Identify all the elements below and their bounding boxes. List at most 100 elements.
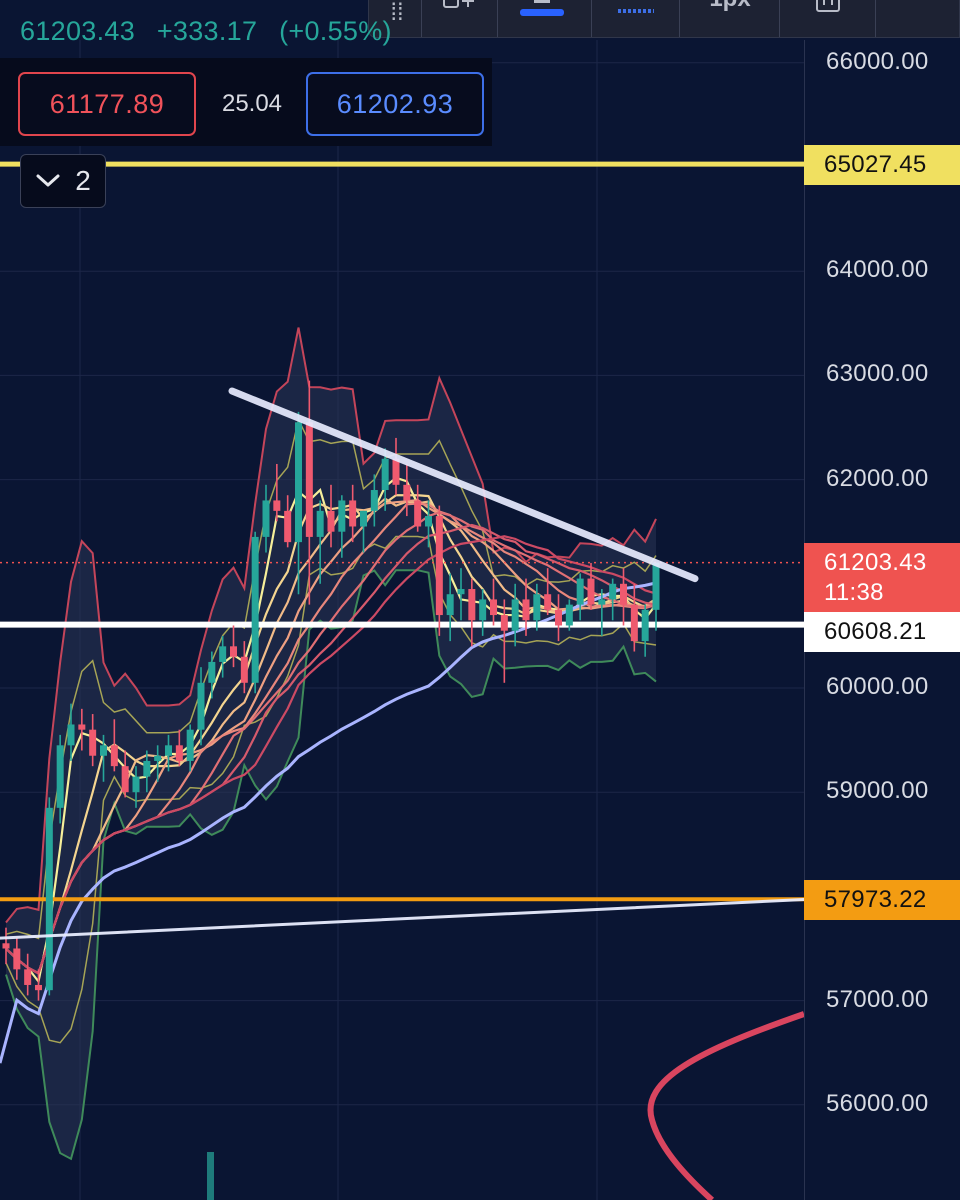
candle-body — [78, 724, 86, 730]
candle-body — [403, 484, 411, 501]
candle-body — [2, 943, 10, 949]
profile-curve — [647, 1011, 805, 1200]
candle-body — [479, 599, 487, 621]
candle-body — [500, 615, 508, 631]
candle-body — [652, 562, 660, 610]
candle-body — [544, 594, 552, 610]
indicator-count: 2 — [75, 165, 91, 196]
yellow-level-tag: 65027.45 — [804, 145, 960, 185]
price-change: +333.17 — [156, 16, 258, 46]
settings-icon[interactable] — [779, 0, 876, 37]
add-drawing-icon[interactable] — [421, 0, 498, 37]
candle-body — [360, 510, 367, 527]
candle-body — [35, 984, 42, 991]
candlestick-series — [2, 380, 660, 1200]
price-tick-label: 66000.00 — [826, 47, 929, 75]
candle-body — [197, 682, 205, 730]
candle-body — [251, 536, 259, 683]
candle-body — [273, 500, 281, 511]
candle-body — [110, 745, 118, 767]
candle-body — [100, 745, 107, 756]
ribbon-ma-line — [5, 535, 657, 975]
price-change-percent: (+0.55%) — [279, 16, 392, 46]
candle-body — [609, 583, 617, 600]
candle-body — [414, 500, 422, 527]
price-tick-label: 60000.00 — [826, 673, 929, 700]
band-inner-lower — [5, 535, 657, 1044]
candle-body — [425, 516, 432, 527]
drag-handle-icon[interactable]: ⁞⁞ — [390, 0, 404, 26]
band-upper-line — [5, 327, 657, 924]
candle-body — [620, 583, 627, 605]
candle-body — [349, 500, 357, 527]
price-tick-label: 63000.00 — [826, 360, 929, 388]
drawing-toolbar: ⁞⁞ 1px — [368, 0, 960, 38]
candle-body — [208, 661, 216, 683]
candle-body — [284, 510, 292, 543]
candle-body — [381, 458, 389, 491]
volume-bar — [207, 1152, 214, 1200]
ascending-trendline — [0, 898, 806, 940]
line-width-button[interactable]: 1px — [679, 0, 780, 37]
price-tick-label: 57000.00 — [826, 985, 929, 1013]
horizontal-levels[interactable] — [0, 161, 804, 902]
current-price-value: 61203.43 — [824, 549, 927, 576]
symbol-quote-header: 61203.43 +333.17 (+0.55%) — [20, 16, 406, 47]
candle-body — [121, 766, 129, 793]
line-style-button[interactable] — [591, 0, 680, 37]
candle-body — [598, 599, 606, 605]
candle-body — [468, 589, 476, 621]
chevron-down-icon — [36, 174, 60, 187]
candle-body — [132, 776, 140, 793]
candle-body — [295, 422, 302, 543]
sell-button[interactable]: 61177.89 — [18, 72, 196, 136]
candle-body — [392, 458, 400, 485]
current-price-tag: 61203.43 11:38 — [804, 543, 960, 613]
orange-level-tag: 57973.22 — [804, 880, 960, 920]
price-tick-label: 62000.00 — [826, 464, 929, 492]
candle-body — [338, 500, 346, 532]
drawings-layer[interactable] — [0, 387, 806, 1200]
candle-body — [511, 599, 519, 631]
candle-body — [143, 760, 151, 777]
descending-trendline — [228, 387, 699, 583]
chart-grid — [0, 40, 804, 1200]
bar-countdown: 11:38 — [824, 579, 884, 606]
long-ma-line — [0, 581, 657, 1064]
indicators-toggle-button[interactable]: 2 — [20, 154, 106, 208]
candle-body — [370, 490, 378, 511]
candle-body — [522, 599, 530, 621]
candle-body — [587, 578, 595, 605]
buy-button[interactable]: 61202.93 — [306, 72, 484, 136]
candle-body — [327, 510, 335, 532]
candle-body — [165, 745, 172, 756]
line-color-button[interactable] — [497, 0, 586, 37]
more-icon[interactable] — [875, 0, 960, 37]
candle-body — [641, 609, 649, 642]
candle-body — [555, 609, 562, 626]
price-tick-label: 64000.00 — [826, 256, 929, 284]
candle-body — [175, 745, 183, 761]
candle-body — [45, 807, 53, 991]
candle-body — [186, 729, 194, 761]
candle-body — [490, 599, 497, 616]
candle-body — [24, 969, 32, 985]
candle-body — [262, 500, 270, 537]
price-tick-label: 59000.00 — [826, 777, 929, 805]
candle-body — [565, 604, 573, 626]
candle-body — [576, 578, 584, 605]
candle-body — [240, 656, 248, 683]
candle-body — [305, 422, 313, 537]
spread-value: 25.04 — [221, 90, 283, 117]
candle-body — [89, 729, 97, 756]
candle-body — [457, 589, 465, 595]
candle-body — [316, 510, 324, 537]
candle-body — [56, 745, 64, 808]
price-tick-label: 56000.00 — [826, 1089, 929, 1117]
candle-body — [630, 604, 638, 642]
candle-body — [435, 516, 443, 616]
white-level-tag: 60608.21 — [804, 612, 960, 652]
candle-body — [154, 755, 162, 761]
candle-body — [219, 646, 227, 662]
